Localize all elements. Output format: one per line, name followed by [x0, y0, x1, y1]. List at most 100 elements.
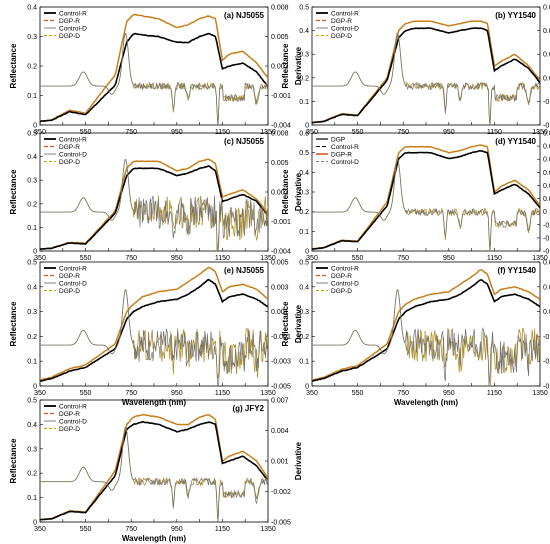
y-tick-label: 0 [33, 123, 37, 130]
curves [312, 144, 540, 251]
y-axis-label: Reflectance [281, 169, 290, 214]
panel-a: 350 550 750 950 1150 1350 0 0.1 0.2 0.3 0.4 -0.004 -… [9, 5, 303, 137]
x-tick-label: 350 [34, 255, 46, 262]
y-tick-label: 0.5 [299, 260, 309, 267]
y2-tick-label: -0.002 [543, 99, 550, 106]
y-tick-label: 0.3 [27, 34, 37, 41]
y2-tick-label: 0 [543, 209, 547, 216]
series-line-control-r [312, 279, 540, 382]
y2-tick-label: 0.001 [543, 196, 550, 203]
curves [40, 13, 268, 125]
legend-label: Control-D [331, 281, 359, 288]
y-tick-label: 0 [33, 520, 37, 527]
y-tick-label: 0.1 [299, 359, 309, 366]
panel-g: 350 550 750 950 1150 1350 0 0.1 0.2 0.3 0.4 0.5 -0.0… [9, 398, 303, 544]
y-axis-label: Reflectance [9, 43, 18, 88]
y-tick-label: 0.5 [27, 398, 37, 405]
legend-label: DGP-R [331, 18, 352, 25]
legend-label: DGP [331, 137, 345, 144]
y2-tick-label: -0.004 [271, 249, 291, 256]
legend-label: Control-R [59, 137, 87, 144]
y-axis-label: Reflectance [281, 43, 290, 88]
x-tick-label: 750 [397, 129, 409, 136]
x-tick-label: 550 [352, 390, 364, 397]
y2-tick-label: -0.001 [271, 93, 291, 100]
x-tick-label: 750 [125, 390, 137, 397]
series-line-dgp-r [312, 269, 540, 381]
series-line-control-d [40, 159, 268, 251]
x-tick-label: 950 [171, 255, 183, 262]
x-tick-label: 1350 [260, 390, 276, 397]
y-tick-label: 0 [33, 384, 37, 391]
legend-label: Control-D [59, 26, 87, 33]
x-tick-label: 350 [34, 129, 46, 136]
x-tick-label: 1150 [215, 255, 230, 262]
x-tick-label: 1350 [532, 129, 548, 136]
x-tick-label: 1350 [260, 129, 276, 136]
series-line-dgp-r [40, 266, 268, 381]
y-tick-label: 0.4 [27, 5, 37, 12]
y-tick-label: 0.2 [27, 64, 37, 71]
legend-label: DGP-R [59, 144, 80, 151]
legend-label: Control-R [59, 266, 87, 273]
y2-tick-label: 0.001 [543, 75, 550, 82]
legend-label: Control-R [59, 404, 87, 411]
y2-tick-label: 0.006 [543, 131, 550, 138]
x-tick-label: 1150 [487, 129, 502, 136]
panel-title: (g) JFY2 [232, 404, 264, 413]
y-tick-label: 0.1 [27, 225, 37, 232]
y2-tick-label: -0.005 [543, 384, 550, 391]
y-tick-label: 0.5 [27, 260, 37, 267]
x-tick-label: 1350 [532, 255, 548, 262]
x-tick-label: 1150 [215, 526, 230, 533]
y2-tick-label: -0.003 [271, 359, 291, 366]
y-tick-label: 0.4 [299, 284, 309, 291]
y2-tick-label: -0.001 [543, 334, 550, 341]
series-line-control-r [312, 27, 540, 124]
y2-tick-label: -0.002 [543, 235, 550, 242]
x-tick-label: 1150 [215, 129, 230, 136]
x-tick-label: 950 [443, 390, 455, 397]
curves [40, 413, 268, 522]
y2-tick-label: 0.004 [543, 157, 550, 164]
y-axis-label: Reflectance [9, 301, 18, 346]
panel-title: (c) NJ5055 [224, 137, 265, 146]
x-tick-label: 550 [80, 255, 92, 262]
y-tick-label: 0.2 [299, 209, 309, 216]
curves [40, 266, 268, 386]
legend-label: Control-D [331, 159, 359, 166]
legend-label: DGP-R [59, 273, 80, 280]
series-line-dgp-r [40, 13, 268, 122]
legend-label: Control-D [59, 419, 87, 426]
panel-title: (e) NJ5055 [224, 266, 265, 275]
legend-label: Control-R [331, 144, 359, 151]
y-tick-label: 0 [305, 123, 309, 130]
y2-tick-label: 0.005 [543, 144, 550, 151]
y2-tick-label: 0.005 [543, 260, 550, 267]
y2-tick-label: -0.005 [271, 384, 291, 391]
x-tick-label: 950 [171, 526, 183, 533]
series-line-control-d [312, 159, 540, 251]
y-tick-label: 0.3 [27, 309, 37, 316]
panel-title: (d) YY1540 [495, 137, 536, 146]
y2-axis-label: Derivative [294, 441, 303, 480]
y-tick-label: 0.5 [299, 150, 309, 157]
y-tick-label: 0.1 [299, 229, 309, 236]
y2-tick-label: 0.001 [543, 309, 550, 316]
x-tick-label: 550 [352, 255, 364, 262]
y-tick-label: 0.6 [299, 131, 309, 138]
y-tick-label: 0.4 [27, 154, 37, 161]
legend-label: Control-R [59, 11, 87, 18]
y2-tick-label: -0.001 [271, 219, 291, 226]
x-tick-label: 750 [125, 526, 137, 533]
curves [312, 269, 540, 386]
y-tick-label: 0.4 [27, 422, 37, 429]
y-tick-label: 0.1 [27, 359, 37, 366]
y2-tick-label: 0.002 [543, 183, 550, 190]
x-tick-label: 550 [80, 526, 92, 533]
y2-tick-label: 0.004 [271, 428, 289, 435]
y2-tick-label: -0.004 [271, 123, 291, 130]
y-tick-label: 0 [33, 249, 37, 256]
series-line-control-d [40, 289, 268, 386]
y2-tick-label: 0.001 [271, 459, 289, 466]
